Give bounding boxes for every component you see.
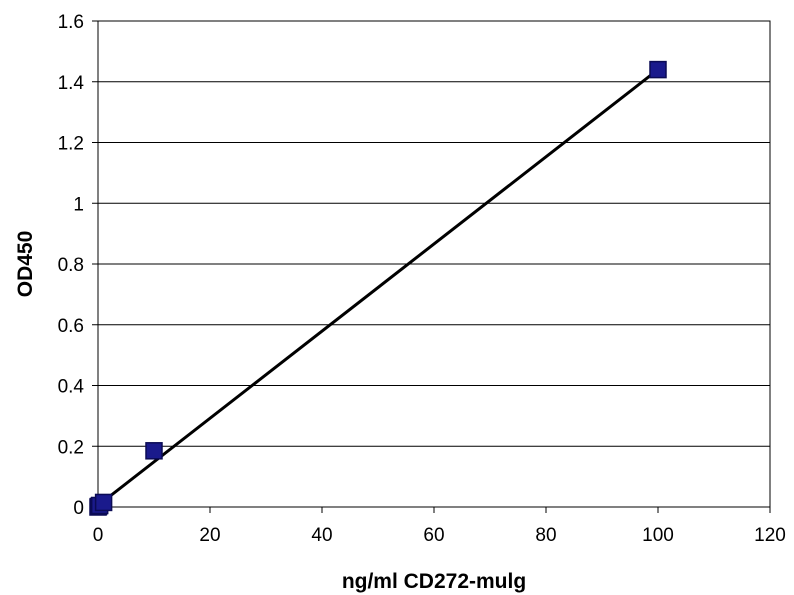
y-tick-label: 0.6: [58, 316, 84, 337]
y-axis-ticks: 0 0.2 0.4 0.6 0.8 1 1.2 1.4 1.6: [58, 12, 98, 519]
x-axis-ticks: 0 20 40 60 80 100 120: [93, 507, 786, 546]
data-point: [649, 60, 667, 79]
data-series: [89, 60, 667, 516]
x-tick-label: 60: [423, 525, 444, 546]
y-tick-label: 0.8: [58, 255, 84, 276]
y-tick-label: 0.2: [58, 437, 84, 458]
x-tick-label: 0: [93, 525, 104, 546]
x-tick-label: 120: [754, 525, 786, 546]
x-tick-label: 40: [311, 525, 332, 546]
y-tick-label: 1: [73, 194, 84, 215]
x-axis-label: ng/ml CD272-mulg: [342, 570, 526, 593]
x-tick-label: 80: [535, 525, 556, 546]
y-tick-label: 0: [73, 498, 84, 519]
y-axis-label: OD450: [14, 231, 37, 298]
x-tick-label: 100: [642, 525, 674, 546]
y-tick-label: 1.2: [58, 134, 84, 155]
grid-lines: [98, 81, 770, 447]
y-tick-label: 0.4: [58, 377, 85, 398]
data-point: [145, 442, 163, 460]
trendline: [97, 68, 659, 507]
y-tick-label: 1.6: [58, 12, 84, 33]
y-tick-label: 1.4: [58, 73, 85, 94]
x-tick-label: 20: [199, 525, 220, 546]
data-point: [94, 493, 113, 512]
